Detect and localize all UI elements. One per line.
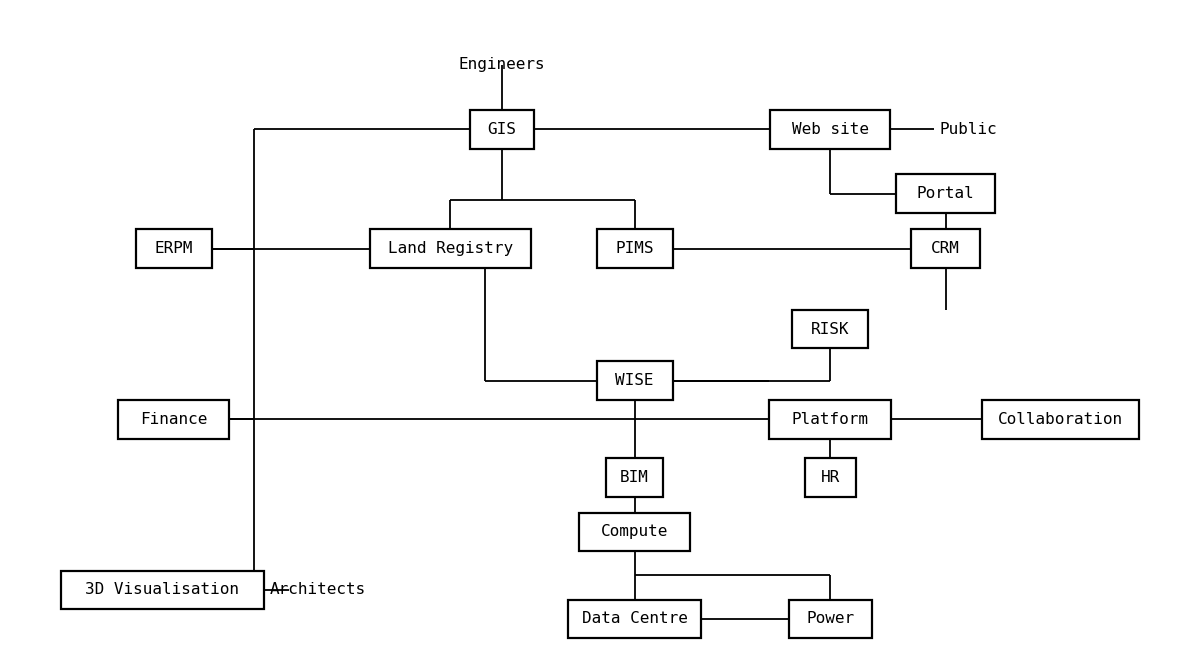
Text: HR: HR — [821, 470, 840, 484]
Text: WISE: WISE — [616, 373, 654, 388]
FancyBboxPatch shape — [792, 310, 869, 348]
Text: BIM: BIM — [620, 470, 649, 484]
FancyBboxPatch shape — [983, 400, 1139, 439]
FancyBboxPatch shape — [568, 600, 701, 638]
FancyBboxPatch shape — [770, 110, 890, 149]
Text: Land Registry: Land Registry — [388, 241, 512, 256]
Text: Web site: Web site — [792, 122, 869, 137]
Text: Power: Power — [806, 611, 854, 627]
FancyBboxPatch shape — [606, 458, 664, 497]
Text: Architects: Architects — [270, 582, 366, 597]
FancyBboxPatch shape — [788, 600, 872, 638]
FancyBboxPatch shape — [61, 570, 264, 609]
FancyBboxPatch shape — [119, 400, 229, 439]
Text: CRM: CRM — [931, 241, 960, 256]
FancyBboxPatch shape — [805, 458, 856, 497]
FancyBboxPatch shape — [370, 229, 530, 268]
Text: Collaboration: Collaboration — [998, 412, 1123, 427]
Text: Compute: Compute — [601, 525, 668, 539]
Text: Public: Public — [940, 122, 997, 137]
FancyBboxPatch shape — [596, 361, 672, 400]
Text: RISK: RISK — [811, 321, 850, 337]
Text: GIS: GIS — [487, 122, 516, 137]
FancyBboxPatch shape — [470, 110, 534, 149]
FancyBboxPatch shape — [911, 229, 980, 268]
Text: PIMS: PIMS — [616, 241, 654, 256]
Text: ERPM: ERPM — [155, 241, 193, 256]
Text: Finance: Finance — [140, 412, 208, 427]
FancyBboxPatch shape — [769, 400, 892, 439]
Text: 3D Visualisation: 3D Visualisation — [85, 582, 239, 597]
Text: Data Centre: Data Centre — [582, 611, 688, 627]
FancyBboxPatch shape — [596, 229, 672, 268]
Text: Engineers: Engineers — [458, 58, 545, 72]
Text: Portal: Portal — [917, 187, 974, 201]
FancyBboxPatch shape — [580, 513, 690, 552]
FancyBboxPatch shape — [896, 174, 995, 213]
FancyBboxPatch shape — [136, 229, 211, 268]
Text: Platform: Platform — [792, 412, 869, 427]
